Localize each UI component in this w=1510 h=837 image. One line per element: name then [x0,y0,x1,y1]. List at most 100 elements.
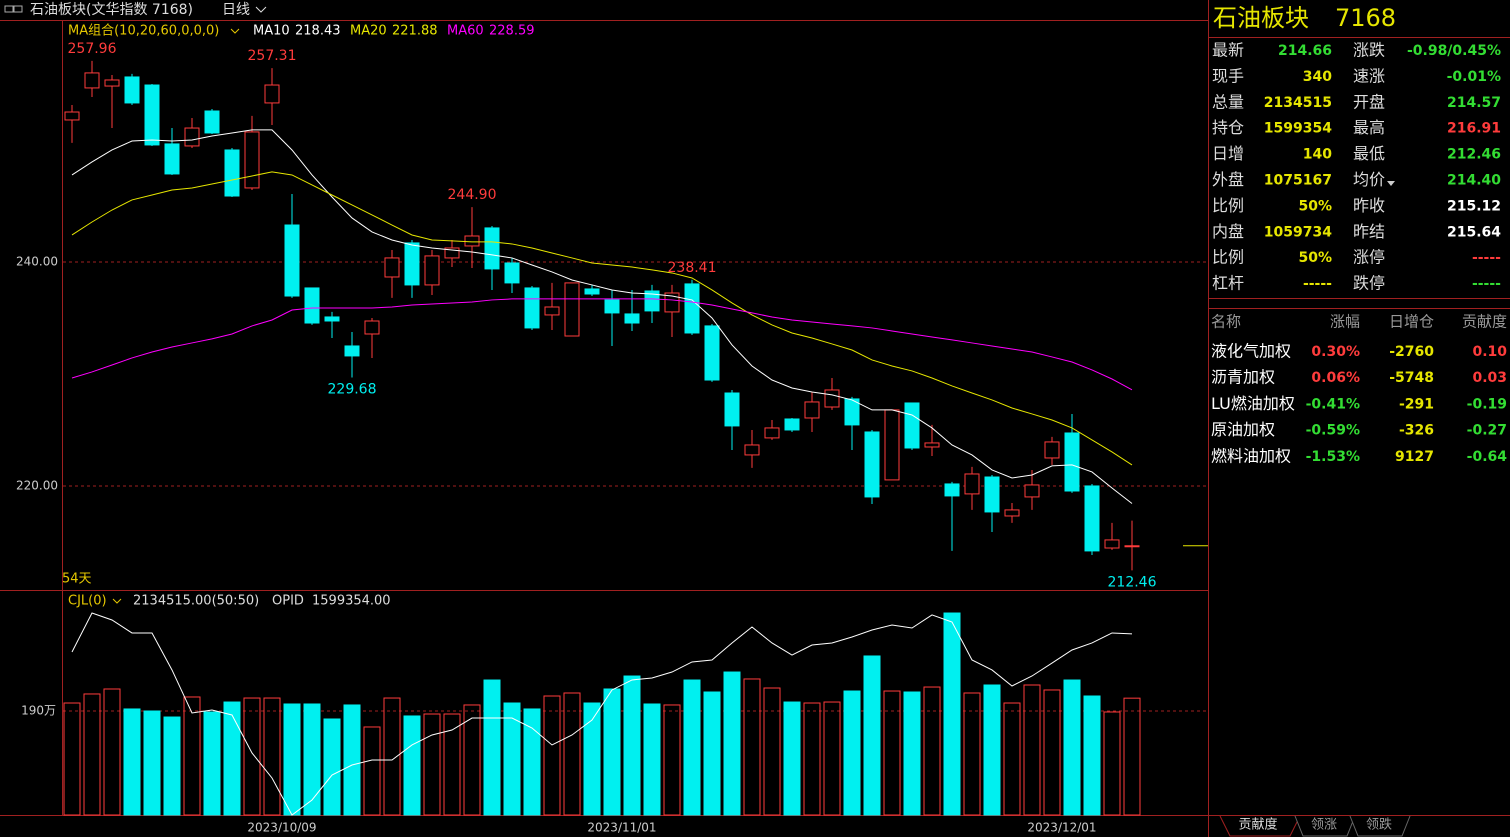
candle-body [1064,432,1080,492]
table-cell: 原油加权 [1211,420,1275,439]
candle-body [124,76,140,104]
quote-label: 日增 [1212,144,1244,163]
volume-bar [723,671,741,816]
candle-body [664,292,680,313]
dropdown-arrow[interactable] [255,6,267,13]
volume-bar [783,701,801,816]
candle-body [704,325,720,381]
volume-bar [923,686,941,816]
table-cell: 燃料油加权 [1211,446,1291,465]
quote-label: 杠杆 [1212,274,1244,293]
x-tick-label: 2023/11/01 [587,821,656,835]
y-tick-label: 240.00 [16,254,58,268]
low-label: 212.46 [1108,574,1157,590]
x-tick-label: 2023/12/01 [1027,821,1096,835]
dropdown-arrow[interactable] [112,598,122,604]
quote-label: 内盘 [1212,222,1244,241]
avg-arrow[interactable] [1387,181,1395,186]
candle-body [564,282,580,337]
high-label: 244.90 [448,187,497,203]
volume-bar [623,675,641,816]
volume-bar [943,612,961,816]
volume-bar [103,688,121,816]
table-header: 贡献度 [1462,313,1507,331]
candle-body [524,287,540,329]
tab[interactable]: 领跌 [1366,817,1392,833]
candle-body [904,402,920,449]
tab[interactable]: 领涨 [1311,818,1337,833]
volume-bar [1003,702,1021,816]
quote-label: 均价 [1353,170,1385,189]
quote-value: 50% [1298,250,1332,266]
candle-body [1044,441,1060,459]
candle-body [1124,545,1140,548]
candle-body [744,444,760,456]
quote-label: 总量 [1212,92,1244,111]
tab[interactable]: 贡献度 [1238,817,1277,833]
candle-body [324,316,340,322]
candle-body [104,79,120,87]
quote-label: 速涨 [1353,66,1385,85]
quote-value: 1059734 [1264,224,1332,240]
candle-body [804,401,820,419]
volume-bar [463,704,481,816]
volume-bar [403,715,421,816]
candle-body [544,306,560,316]
indicator-label[interactable]: MA组合(10,20,60,0,0,0) [68,24,219,39]
volume-bar [643,703,661,816]
volume-bar [843,690,861,816]
quote-value: 216.91 [1447,121,1501,137]
volume-bar [143,710,161,816]
quote-label: 最高 [1353,118,1385,137]
table-cell: -326 [1399,423,1434,439]
quote-value: 215.12 [1447,198,1501,214]
header-icon [4,5,23,13]
table-cell: 0.30% [1311,344,1360,360]
candle-body [1104,539,1120,549]
volume-bar [383,697,401,816]
volume-indicator[interactable]: CJL(0) [68,594,107,609]
volume-bar [83,693,101,816]
ma-line [71,171,1133,466]
volume-bar [223,701,241,816]
days-label: 54天 [62,572,92,587]
volume-bar [1043,689,1061,816]
volume-bar [883,690,901,816]
quote-value: 215.64 [1447,224,1501,240]
candle-body [84,72,100,89]
dropdown-arrow[interactable] [230,28,240,34]
candle-body [1004,509,1020,517]
volume-bar [1023,684,1041,816]
candle-body [1084,485,1100,552]
volume-bar [1083,695,1101,816]
volume-bar [1103,711,1121,816]
volume-bar [683,679,701,816]
volume-bar [903,691,921,816]
period[interactable]: 日线 [222,2,250,18]
volume-bar [603,688,621,816]
volume-bar [63,702,81,816]
table-cell: -0.59% [1306,423,1360,439]
volume-bar [503,702,521,816]
quote-value: 340 [1303,69,1332,85]
table-cell: -1.53% [1306,449,1360,465]
volume-bar [123,708,141,816]
candle-body [464,235,480,247]
candle-body [1024,484,1040,498]
volume-bar [323,718,341,816]
quote-value: 1075167 [1264,173,1332,189]
candle-body [924,442,940,448]
candle-body [364,320,380,335]
candle-body [964,473,980,495]
legend-value: 228.59 [489,24,535,39]
quote-label: 涨跌 [1353,41,1385,60]
candle-body [264,84,280,104]
candle-body [184,127,200,147]
oi-name: OPID [272,594,304,609]
candle-body [724,392,740,427]
quote-code: 7168 [1335,4,1396,32]
legend-value: 218.43 [295,24,341,39]
table-cell: LU燃油加权 [1211,394,1295,413]
table-cell: 0.10 [1472,344,1507,360]
